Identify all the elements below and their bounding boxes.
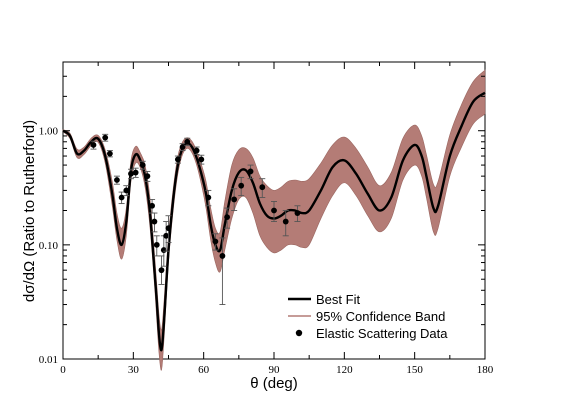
data-marker — [219, 253, 226, 259]
data-marker — [118, 194, 125, 201]
data-point — [294, 205, 301, 223]
x-tick-label: 150 — [406, 364, 423, 376]
data-point — [179, 143, 186, 152]
data-marker — [153, 241, 160, 248]
data-point — [139, 160, 146, 170]
data-points-layer — [90, 133, 301, 305]
data-marker — [184, 138, 191, 145]
data-marker — [128, 170, 134, 177]
data-marker — [247, 168, 254, 175]
data-marker — [198, 156, 205, 163]
data-marker — [158, 267, 165, 274]
data-marker — [238, 182, 245, 189]
data-point — [205, 189, 212, 207]
data-point — [118, 191, 125, 205]
data-point — [259, 178, 266, 198]
data-point — [113, 175, 120, 185]
x-tick-label: 180 — [477, 364, 494, 376]
x-tick-label: 30 — [128, 364, 140, 376]
y-tick-label: 0.01 — [39, 354, 58, 366]
data-point — [193, 146, 200, 155]
data-marker — [90, 142, 97, 148]
data-marker — [174, 156, 181, 163]
data-point — [132, 167, 139, 178]
data-marker — [259, 184, 266, 191]
data-marker — [193, 147, 200, 154]
data-marker — [151, 218, 158, 225]
data-marker — [165, 225, 172, 232]
data-marker — [102, 134, 109, 141]
data-marker — [123, 187, 130, 194]
legend-data-icon — [295, 329, 303, 337]
legend: Best Fit 95% Confidence Band Elastic Sca… — [288, 292, 448, 341]
data-point — [165, 215, 172, 243]
data-marker — [163, 232, 170, 239]
data-marker — [224, 214, 231, 221]
data-marker — [205, 194, 212, 201]
data-point — [212, 233, 219, 251]
data-marker — [179, 144, 186, 150]
data-point — [102, 133, 109, 142]
data-point — [224, 207, 231, 229]
x-tick-label: 120 — [336, 364, 353, 376]
data-point — [127, 168, 134, 180]
data-point — [149, 198, 156, 214]
data-marker — [114, 177, 120, 183]
y-tick-label: 0.10 — [39, 240, 59, 252]
data-marker — [212, 238, 219, 245]
x-tick-label: 0 — [60, 364, 66, 376]
data-marker — [282, 218, 289, 225]
data-point — [144, 170, 151, 182]
data-marker — [139, 162, 146, 168]
data-point — [123, 185, 130, 197]
data-point — [153, 235, 160, 257]
data-point — [106, 150, 113, 158]
legend-band-label: 95% Confidence Band — [316, 309, 445, 324]
data-point — [184, 137, 191, 147]
data-marker — [106, 150, 113, 157]
legend-best-fit-label: Best Fit — [316, 292, 360, 307]
data-point — [219, 237, 226, 305]
data-point — [271, 201, 277, 223]
data-point — [247, 164, 254, 180]
y-axis-label: dσ/dΩ (Ratio to Rutherford) — [21, 120, 38, 302]
x-tick-label: 60 — [198, 364, 210, 376]
data-marker — [271, 207, 277, 214]
data-marker — [144, 173, 151, 180]
data-point — [282, 210, 289, 237]
y-tick-label: 1.00 — [39, 126, 59, 138]
axes-layer: 0 30 60 90 120 150 180 0.01 0.10 1.00 — [39, 62, 494, 376]
data-point — [174, 155, 181, 164]
data-point — [151, 212, 158, 233]
data-marker — [149, 202, 155, 209]
data-marker — [294, 210, 301, 216]
data-marker — [132, 169, 139, 176]
x-tick-label: 90 — [269, 364, 281, 376]
x-axis-label: θ (deg) — [250, 375, 298, 392]
data-marker — [231, 196, 238, 203]
data-point — [238, 176, 245, 197]
data-point — [90, 140, 97, 150]
data-point — [231, 188, 238, 211]
legend-data-label: Elastic Scattering Data — [316, 326, 448, 341]
data-point — [198, 154, 205, 165]
